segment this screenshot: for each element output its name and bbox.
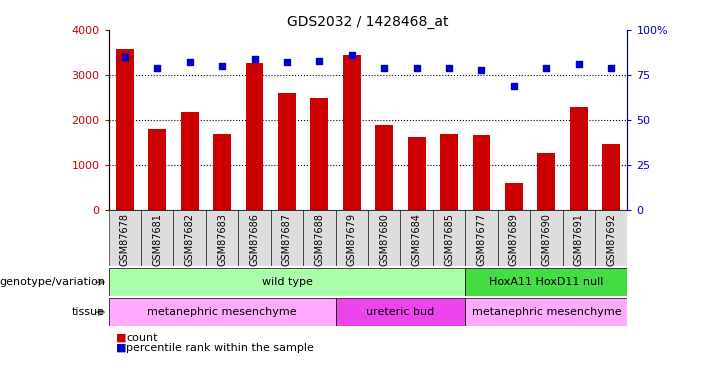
Bar bbox=[206, 210, 238, 266]
Point bbox=[573, 61, 585, 67]
Bar bbox=[303, 210, 336, 266]
Bar bbox=[278, 93, 296, 210]
Point bbox=[249, 56, 260, 62]
Text: GSM87685: GSM87685 bbox=[444, 213, 454, 266]
Text: ■: ■ bbox=[116, 343, 126, 353]
Text: GSM87684: GSM87684 bbox=[411, 213, 422, 266]
Point bbox=[444, 65, 455, 71]
Text: GSM87687: GSM87687 bbox=[282, 213, 292, 266]
Bar bbox=[336, 298, 465, 326]
Point bbox=[476, 67, 487, 73]
Point bbox=[606, 65, 617, 71]
Point bbox=[281, 59, 292, 65]
Bar bbox=[562, 210, 595, 266]
Bar bbox=[116, 49, 134, 210]
Bar bbox=[271, 210, 303, 266]
Bar bbox=[465, 210, 498, 266]
Text: GSM87682: GSM87682 bbox=[184, 213, 195, 266]
Text: GSM87683: GSM87683 bbox=[217, 213, 227, 266]
Bar bbox=[433, 210, 465, 266]
Point bbox=[346, 52, 358, 58]
Bar bbox=[311, 98, 328, 210]
Text: metanephric mesenchyme: metanephric mesenchyme bbox=[472, 307, 621, 317]
Text: metanephric mesenchyme: metanephric mesenchyme bbox=[147, 307, 297, 317]
Text: wild type: wild type bbox=[261, 277, 313, 287]
Bar bbox=[595, 210, 627, 266]
Text: percentile rank within the sample: percentile rank within the sample bbox=[126, 343, 314, 353]
Text: GSM87688: GSM87688 bbox=[314, 213, 325, 266]
Text: GSM87678: GSM87678 bbox=[120, 213, 130, 266]
Bar bbox=[238, 210, 271, 266]
Point bbox=[411, 65, 422, 71]
Bar bbox=[400, 210, 433, 266]
Bar bbox=[538, 153, 555, 210]
Bar bbox=[109, 210, 141, 266]
Text: GSM87692: GSM87692 bbox=[606, 213, 616, 266]
Point bbox=[151, 65, 163, 71]
Bar bbox=[368, 210, 400, 266]
Text: ■: ■ bbox=[116, 333, 126, 343]
Text: GSM87680: GSM87680 bbox=[379, 213, 389, 266]
Text: tissue: tissue bbox=[72, 307, 105, 317]
Bar bbox=[213, 134, 231, 210]
Bar bbox=[530, 210, 562, 266]
Bar bbox=[440, 134, 458, 210]
Point bbox=[314, 58, 325, 64]
Bar bbox=[375, 125, 393, 210]
Bar bbox=[472, 135, 491, 210]
Text: GSM87679: GSM87679 bbox=[347, 213, 357, 266]
Bar bbox=[109, 298, 336, 326]
Bar bbox=[181, 112, 198, 210]
Text: GSM87686: GSM87686 bbox=[250, 213, 259, 266]
Bar bbox=[174, 210, 206, 266]
Bar bbox=[408, 136, 426, 210]
Point bbox=[540, 65, 552, 71]
Point bbox=[119, 54, 130, 60]
Text: GSM87690: GSM87690 bbox=[541, 213, 552, 266]
Bar bbox=[336, 210, 368, 266]
Bar bbox=[109, 268, 465, 296]
Bar bbox=[141, 210, 174, 266]
Point bbox=[379, 65, 390, 71]
Bar bbox=[570, 107, 587, 210]
Bar bbox=[602, 144, 620, 210]
Bar bbox=[245, 63, 264, 210]
Text: genotype/variation: genotype/variation bbox=[0, 277, 105, 287]
Text: GSM87681: GSM87681 bbox=[152, 213, 163, 266]
Point bbox=[508, 83, 519, 89]
Bar bbox=[149, 129, 166, 210]
Text: GSM87689: GSM87689 bbox=[509, 213, 519, 266]
Point bbox=[217, 63, 228, 69]
Bar bbox=[465, 268, 627, 296]
Bar bbox=[465, 298, 627, 326]
Text: GSM87691: GSM87691 bbox=[573, 213, 584, 266]
Text: ureteric bud: ureteric bud bbox=[367, 307, 435, 317]
Bar bbox=[343, 55, 361, 210]
Point bbox=[184, 59, 196, 65]
Bar bbox=[498, 210, 530, 266]
Text: count: count bbox=[126, 333, 158, 343]
Title: GDS2032 / 1428468_at: GDS2032 / 1428468_at bbox=[287, 15, 449, 29]
Bar bbox=[505, 183, 523, 210]
Text: GSM87677: GSM87677 bbox=[477, 213, 486, 266]
Text: HoxA11 HoxD11 null: HoxA11 HoxD11 null bbox=[489, 277, 604, 287]
